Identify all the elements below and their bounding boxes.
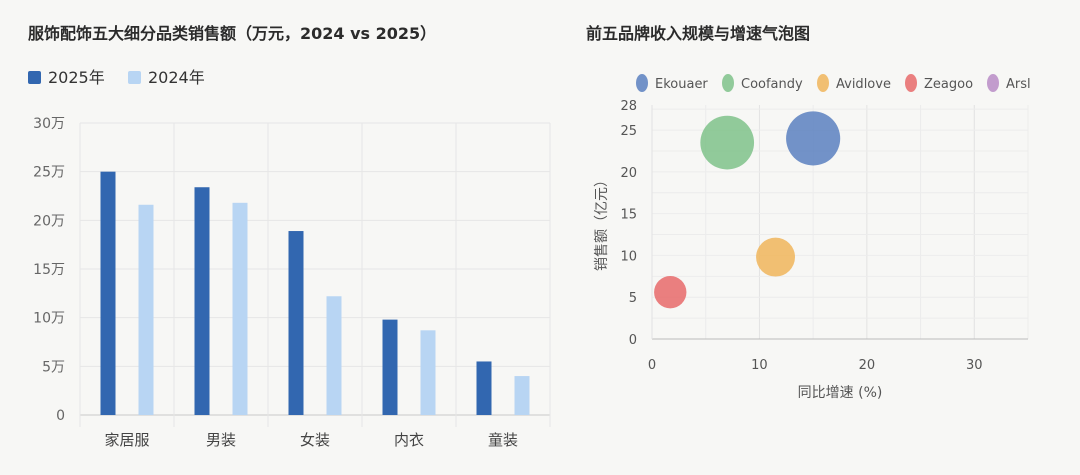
legend-marker	[817, 74, 829, 92]
y-tick-label: 15万	[33, 262, 65, 278]
legend-marker	[905, 74, 917, 92]
bubble-chart-title: 前五品牌收入规模与增速气泡图	[586, 24, 811, 43]
bubble-ekouaer	[786, 111, 841, 166]
bar	[194, 187, 210, 415]
bubble-coofandy	[700, 115, 755, 170]
bar	[514, 376, 530, 415]
bar	[382, 319, 398, 415]
legend-label: Ekouaer	[655, 77, 708, 92]
bar	[326, 296, 342, 415]
y-tick-label: 15	[620, 208, 637, 223]
bubble-avidlove	[756, 237, 796, 277]
y-tick-label: 30万	[33, 116, 65, 132]
legend: 2025年 2024年	[28, 68, 205, 87]
legend-label: Arsl	[1006, 77, 1031, 92]
bubbles	[654, 111, 841, 309]
x-tick-label: 家居服	[104, 431, 149, 449]
y-tick-label: 20	[620, 166, 637, 181]
x-tick-label: 内衣	[394, 431, 424, 449]
y-axis-label: 销售额（亿元）	[594, 173, 610, 271]
bar-chart-title: 服饰配饰五大细分品类销售额（万元，2024 vs 2025）	[28, 24, 437, 43]
y-tick-label: 10	[620, 249, 637, 264]
bubble-chart: Ekouaer Coofandy Avidlove Zeagoo Arsl 0 5 10 15 2…	[594, 74, 1031, 401]
bar	[138, 204, 154, 415]
y-tick-label: 20万	[33, 213, 65, 229]
legend-label: 2024年	[148, 68, 205, 87]
legend: Ekouaer Coofandy Avidlove Zeagoo Arsl	[636, 74, 1031, 92]
x-tick-label: 0	[648, 358, 656, 373]
bar	[232, 202, 248, 415]
legend-label: Avidlove	[836, 77, 891, 92]
x-tick-label: 男装	[206, 431, 236, 449]
x-tick-label: 20	[859, 358, 876, 373]
x-tick-label: 女装	[300, 431, 330, 449]
legend-label: Coofandy	[741, 77, 803, 92]
x-tick-label: 10	[751, 358, 768, 373]
y-tick-label: 0	[629, 333, 637, 348]
legend-marker	[987, 74, 999, 92]
y-tick-label: 5万	[42, 359, 65, 375]
y-tick-label: 28	[620, 99, 637, 114]
y-tick-label: 25	[620, 124, 637, 139]
x-tick-label: 30	[966, 358, 983, 373]
bar	[100, 171, 116, 415]
x-tick-label: 童装	[488, 431, 518, 449]
legend-swatch	[128, 71, 141, 84]
bar	[288, 231, 304, 415]
legend-marker	[722, 74, 734, 92]
bar	[476, 361, 492, 415]
y-tick-label: 10万	[33, 311, 65, 327]
legend-label: Zeagoo	[924, 77, 973, 92]
y-tick-label: 25万	[33, 165, 65, 181]
legend-swatch	[28, 71, 41, 84]
x-axis-label: 同比增速 (%)	[798, 385, 883, 401]
bubble-zeagoo	[654, 276, 687, 309]
bar	[420, 330, 436, 415]
y-tick-label: 0	[56, 408, 65, 424]
y-tick-label: 5	[629, 291, 637, 306]
legend-label: 2025年	[48, 68, 105, 87]
legend-marker	[636, 74, 648, 92]
